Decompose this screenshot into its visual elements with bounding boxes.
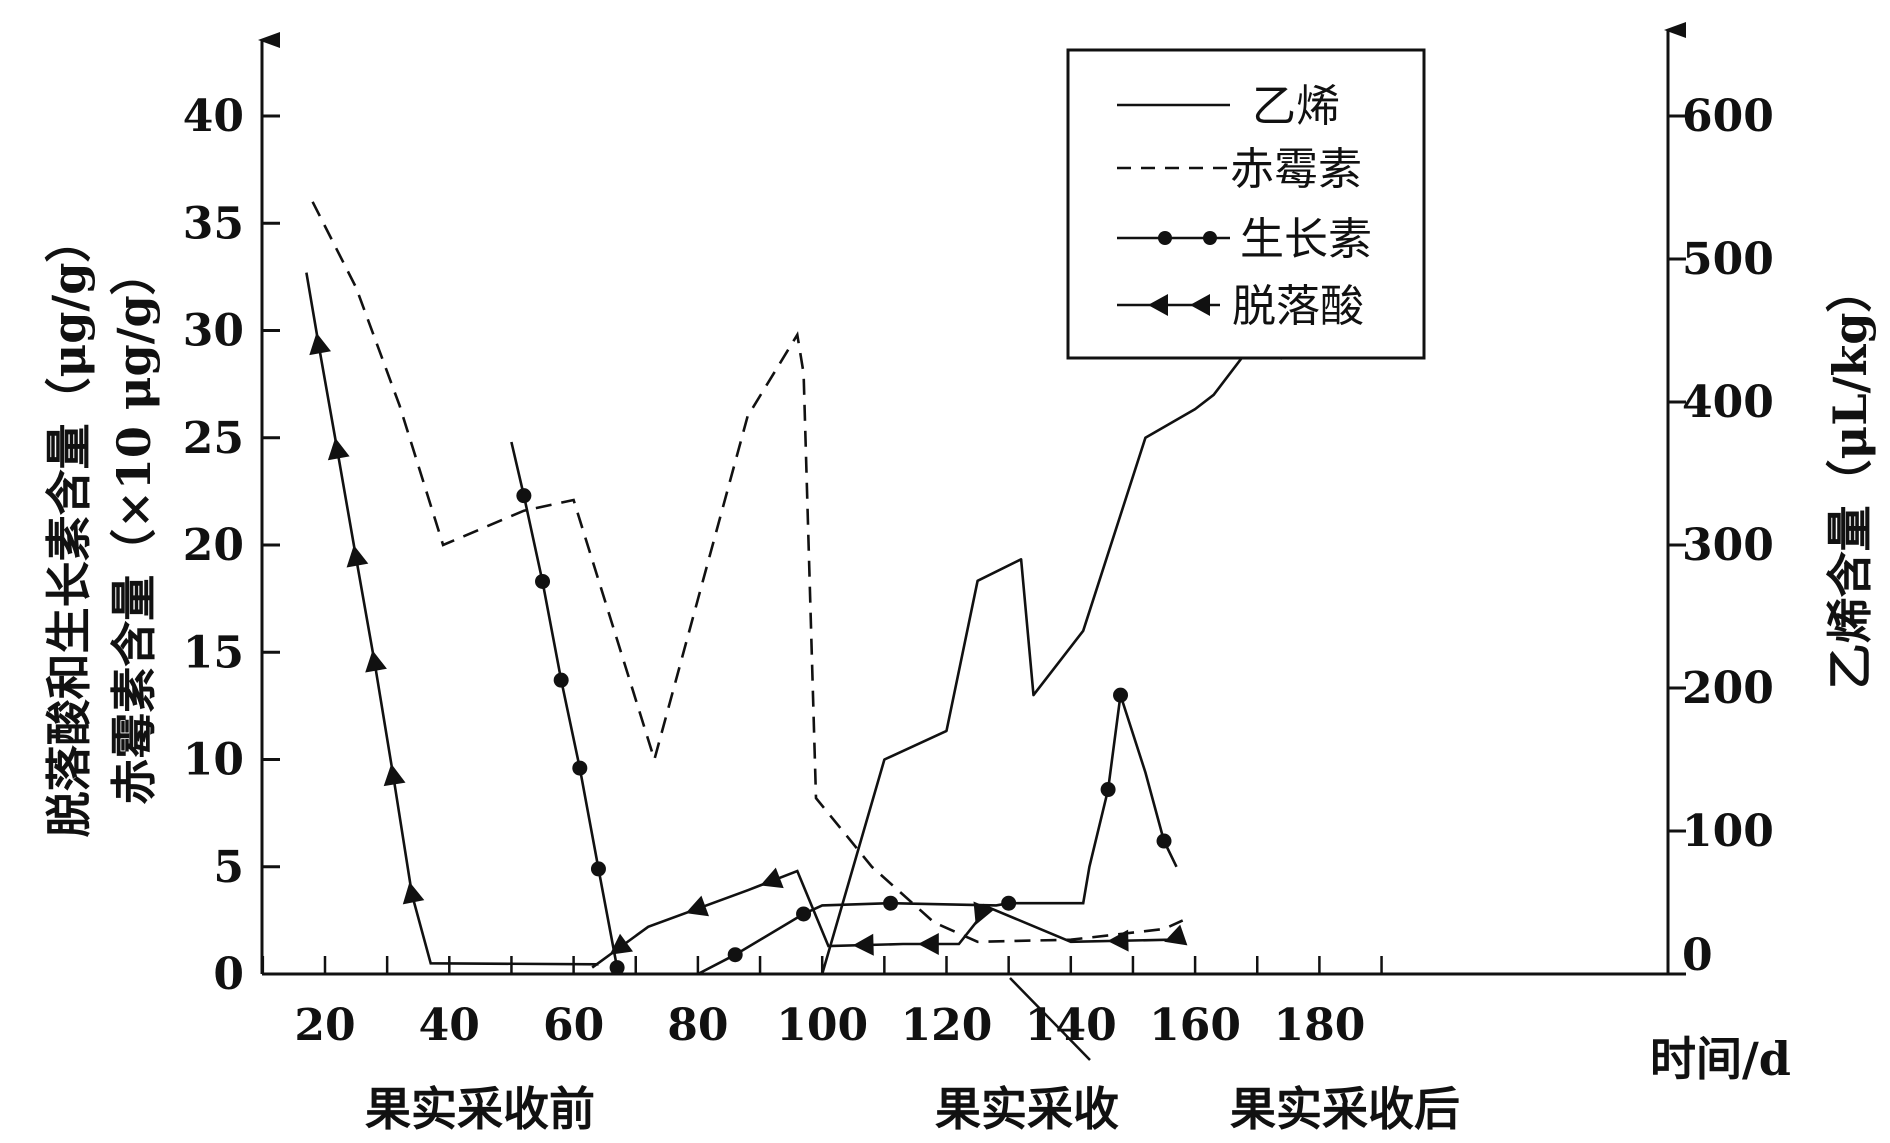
series-auxin-point-0-1: [516, 488, 532, 504]
x-tick-label-160: 160: [1149, 1000, 1241, 1051]
series-abscisic-line-0: [305, 272, 599, 966]
left-y-tick-label-30: 30: [183, 306, 244, 357]
series-auxin-point-0-2: [535, 573, 551, 589]
series-auxin-point-1-4: [883, 895, 899, 911]
series-abscisic-marker-1-4: [852, 933, 874, 956]
series-abscisic-marker-1-1: [685, 895, 709, 917]
right-y-tick-label-500: 500: [1682, 234, 1774, 285]
left-y-tick-label-35: 35: [183, 198, 244, 249]
series-abscisic-line-1: [591, 869, 1184, 969]
right-y-tick-label-200: 200: [1682, 663, 1774, 714]
x-tick-label-60: 60: [543, 1000, 604, 1051]
left-y-tick-label-25: 25: [183, 413, 244, 464]
left-y-tick-label-20: 20: [183, 520, 244, 571]
right-y-tick-label-300: 300: [1682, 520, 1774, 571]
legend-item-auxin: 生长素: [1117, 214, 1372, 265]
x-tick-label-120: 120: [901, 1000, 993, 1051]
series-auxin-point-0-5: [590, 861, 606, 877]
legend-marker-auxin-1: [1158, 231, 1172, 245]
series-auxin-point-1-12: [1156, 833, 1172, 849]
series-auxin-point-0-3: [553, 672, 569, 688]
legend-item-abscisic: 脱落酸: [1117, 281, 1364, 332]
series-auxin-line-1: [697, 694, 1178, 976]
right-y-tick-label-400: 400: [1682, 377, 1774, 428]
legend-item-ethylene: 乙烯: [1117, 81, 1340, 132]
series-abscisic-marker-1-9: [1107, 929, 1129, 952]
legend-marker-abscisic-2: [1190, 294, 1210, 316]
left-y-tick-label-10: 10: [183, 735, 244, 786]
right-y-tick-label-600: 600: [1682, 91, 1774, 142]
series-abscisic-marker-1-5: [918, 933, 939, 955]
x-tick-label-20: 20: [294, 1000, 355, 1051]
series-auxin-point-1-6: [1001, 895, 1017, 911]
period-label-after: 果实采收后: [1230, 1082, 1460, 1136]
series-gibberellin-line: [311, 201, 1184, 944]
series-auxin-point-1-2: [796, 906, 812, 922]
left-y-tick-label-5: 5: [213, 842, 244, 893]
series-auxin-point-1-1: [727, 947, 743, 963]
series-abscisic-marker-0-3: [346, 545, 369, 568]
series-abscisic-marker-1-2: [760, 867, 784, 889]
series-abscisic-marker-0-6: [402, 881, 425, 905]
right-y-axis-title: 乙烯含量（μL/kg）: [1823, 267, 1877, 690]
right-y-tick-label-100: 100: [1682, 806, 1774, 857]
x-tick-label-80: 80: [667, 1000, 728, 1051]
series-abscisic-marker-1-7: [973, 901, 994, 925]
series-abscisic-marker-0-5: [383, 763, 406, 787]
left-y-tick-label-0: 0: [213, 949, 244, 1000]
period-label-harvest: 果实采收: [935, 1082, 1119, 1136]
series-abscisic-marker-0-1: [309, 332, 331, 356]
legend-label-gibberellin: 赤霉素: [1230, 144, 1362, 195]
series-abscisic-marker-1-10: [1164, 924, 1188, 946]
x-tick-label-100: 100: [776, 1000, 868, 1051]
right-y-tick-label-0: 0: [1682, 930, 1713, 981]
legend-label-abscisic: 脱落酸: [1232, 281, 1364, 332]
x-axis-title: 时间/d: [1650, 1032, 1791, 1086]
series-auxin-point-0-6: [609, 960, 625, 976]
left-y-tick-label-15: 15: [183, 627, 244, 678]
x-tick-label-180: 180: [1273, 1000, 1365, 1051]
legend-box: [1066, 48, 1426, 360]
x-tick-label-40: 40: [419, 1000, 480, 1051]
period-label-before: 果实采收前: [365, 1082, 595, 1136]
harvest-pointer-line: [1009, 977, 1091, 1061]
series-abscisic-marker-0-2: [327, 437, 350, 461]
series-ethylene-line: [820, 330, 1284, 975]
series-layer: [305, 201, 1284, 976]
left-y-axis-title-line2: 赤霉素含量（×10 μg/g）: [107, 249, 161, 804]
legend-item-gibberellin: 赤霉素: [1117, 144, 1362, 195]
legend: 乙烯 赤霉素 生长素 脱落酸: [1066, 48, 1426, 360]
series-abscisic-marker-0-4: [365, 650, 387, 673]
series-auxin-point-1-9: [1100, 782, 1116, 798]
series-abscisic-marker-1-0: [609, 933, 633, 955]
legend-marker-auxin-2: [1203, 231, 1217, 245]
legend-label-ethylene: 乙烯: [1252, 81, 1340, 132]
series-auxin-point-1-10: [1113, 687, 1129, 703]
left-y-tick-label-40: 40: [183, 91, 244, 142]
series-auxin-line-0: [510, 441, 619, 968]
series-auxin-point-0-4: [572, 760, 588, 776]
left-y-axis-title-line1: 脱落酸和生长素含量（μg/g）: [42, 217, 96, 838]
legend-marker-abscisic-1: [1148, 294, 1168, 316]
legend-label-auxin: 生长素: [1240, 214, 1372, 265]
